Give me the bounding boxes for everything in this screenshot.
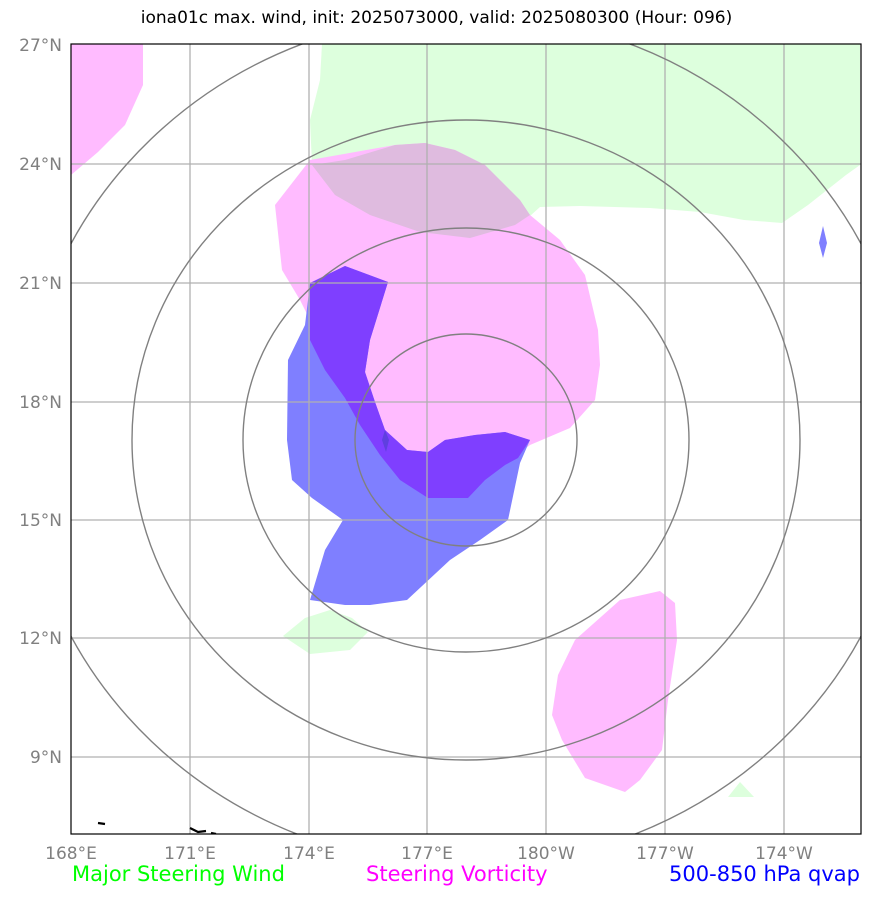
map-frame [70,43,862,835]
lon-tick: 177°E [401,844,453,864]
qvap-blob [819,226,827,258]
legend-qvap: 500-850 hPa qvap [669,862,860,886]
gridlines [71,44,861,834]
legend-steering-wind: Major Steering Wind [72,862,285,886]
range-ring-3 [131,119,801,761]
range-ring-1 [354,333,578,547]
lat-tick: 21°N [19,274,62,294]
lat-tick: 12°N [19,629,62,649]
lat-tick: 27°N [19,36,62,56]
qvap-vorticity-overlap [310,266,530,498]
map-title: iona01c max. wind, init: 2025073000, val… [140,8,733,28]
steering-wind-area-small [283,610,368,654]
lon-tick: 171°E [164,844,216,864]
lat-tick-labels: 27°N 24°N 21°N 18°N 15°N 12°N 9°N [19,36,62,768]
lon-tick-labels: 168°E 171°E 174°E 177°E 180°W 177°W 174°… [45,844,813,864]
legend-steering-vorticity: Steering Vorticity [366,862,548,886]
lat-tick: 24°N [19,155,62,175]
lon-tick: 174°E [283,844,335,864]
lon-tick: 174°W [755,844,813,864]
lat-tick: 9°N [30,748,62,768]
lon-tick: 168°E [45,844,97,864]
lon-tick: 177°W [636,844,694,864]
vorticity-area-nw [71,44,143,175]
steering-wind-area-corner [728,782,754,797]
coastline [97,821,217,834]
lat-tick: 15°N [19,511,62,531]
qvap-blob-small [382,430,389,452]
vorticity-overlap [312,143,530,238]
range-ring-2 [242,227,690,653]
lat-tick: 18°N [19,393,62,413]
range-rings [71,44,861,834]
vorticity-area-se [552,591,677,792]
lon-tick: 180°W [517,844,575,864]
